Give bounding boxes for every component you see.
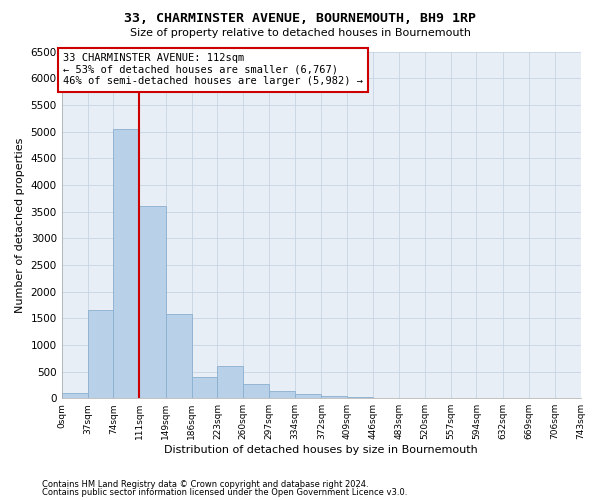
Bar — [113, 129, 139, 398]
Y-axis label: Number of detached properties: Number of detached properties — [15, 137, 25, 312]
Bar — [217, 366, 243, 398]
Bar — [269, 390, 295, 398]
Bar — [139, 206, 166, 398]
Bar — [191, 377, 217, 398]
Bar — [62, 393, 88, 398]
Bar — [322, 396, 347, 398]
Bar — [88, 310, 113, 398]
Bar — [295, 394, 322, 398]
Bar — [347, 396, 373, 398]
Text: Contains HM Land Registry data © Crown copyright and database right 2024.: Contains HM Land Registry data © Crown c… — [42, 480, 368, 489]
Text: 33, CHARMINSTER AVENUE, BOURNEMOUTH, BH9 1RP: 33, CHARMINSTER AVENUE, BOURNEMOUTH, BH9… — [124, 12, 476, 26]
Text: 33 CHARMINSTER AVENUE: 112sqm
← 53% of detached houses are smaller (6,767)
46% o: 33 CHARMINSTER AVENUE: 112sqm ← 53% of d… — [63, 53, 363, 86]
Text: Size of property relative to detached houses in Bournemouth: Size of property relative to detached ho… — [130, 28, 470, 38]
X-axis label: Distribution of detached houses by size in Bournemouth: Distribution of detached houses by size … — [164, 445, 478, 455]
Text: Contains public sector information licensed under the Open Government Licence v3: Contains public sector information licen… — [42, 488, 407, 497]
Bar — [166, 314, 191, 398]
Bar — [243, 384, 269, 398]
